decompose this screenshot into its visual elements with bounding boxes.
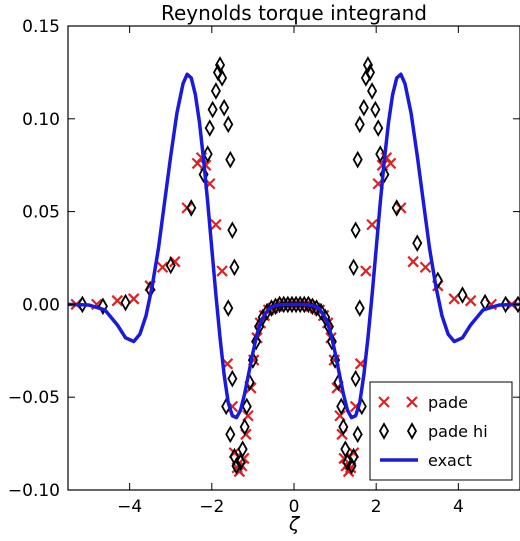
pade-hi-point xyxy=(354,115,365,134)
pade-hi-point xyxy=(370,100,381,119)
x-tick-label: −2 xyxy=(199,497,224,517)
pade-hi-point xyxy=(207,100,218,119)
pade-hi-point xyxy=(348,447,359,466)
pade-point xyxy=(360,265,372,277)
pade-point xyxy=(127,293,140,305)
pade-hi-point xyxy=(120,293,131,312)
pade-hi-point xyxy=(291,295,302,314)
pade-hi-point xyxy=(239,418,250,436)
x-tick-label: −4 xyxy=(117,497,142,517)
pade-hi-point xyxy=(362,56,374,74)
x-tick-label: 2 xyxy=(371,497,382,517)
pade-hi-point xyxy=(225,150,236,169)
pade-hi-point xyxy=(210,82,221,100)
pade-hi-point xyxy=(282,295,293,314)
legend-entry-exact: exact xyxy=(380,451,472,470)
pade-hi-point xyxy=(223,299,234,317)
pade-hi-point xyxy=(97,297,108,316)
pade-hi-point xyxy=(77,295,88,314)
pade-hi-point xyxy=(223,115,234,134)
pade-hi-point xyxy=(217,69,228,87)
pade-hi-point xyxy=(225,425,236,444)
x-tick-label: 4 xyxy=(453,497,464,517)
pade-point xyxy=(419,261,432,274)
pade-hi-point xyxy=(500,295,511,314)
pade-hi-point xyxy=(391,199,402,217)
legend-label: pade xyxy=(428,393,468,412)
pade-hi-point xyxy=(237,440,248,458)
pade-hi-point xyxy=(336,397,347,416)
series-pade-hi xyxy=(77,56,520,475)
legend-entry-pade-hi: pade hi xyxy=(378,422,488,441)
pade-point xyxy=(216,265,228,277)
pade-hi-point xyxy=(274,295,285,314)
pade-hi-point xyxy=(348,258,359,277)
pade-hi-point xyxy=(227,369,238,388)
y-tick-label: 0.15 xyxy=(22,17,60,37)
pade-hi-point xyxy=(251,332,262,351)
pade-point xyxy=(156,261,169,274)
pade-hi-point xyxy=(375,145,386,163)
pade-hi-point xyxy=(202,145,213,163)
legend-label: pade hi xyxy=(428,422,488,441)
x-tick-label: 0 xyxy=(289,497,300,517)
legend-entry-pade: pade xyxy=(378,393,468,412)
pade-hi-point xyxy=(299,295,310,314)
pade-hi-point xyxy=(350,221,361,239)
pade-hi-point xyxy=(229,258,240,277)
pade-point xyxy=(111,294,124,307)
pade-hi-point xyxy=(219,98,230,117)
pade-point xyxy=(407,255,419,268)
pade-hi-point xyxy=(338,418,349,436)
pade-point xyxy=(210,218,222,231)
pade-hi-point xyxy=(326,332,337,351)
pade-hi-point xyxy=(350,369,361,388)
pade-hi-point xyxy=(352,425,363,444)
pade-hi-point xyxy=(204,119,215,137)
series-line-exact xyxy=(68,72,520,420)
pade-hi-point xyxy=(286,295,297,314)
pade-hi-point xyxy=(231,457,242,475)
pade-hi-point xyxy=(340,440,351,458)
pade-hi-point xyxy=(186,199,197,217)
pade-hi-point xyxy=(373,119,384,137)
legend-swatch xyxy=(406,422,418,440)
pade-hi-point xyxy=(165,256,176,275)
legend-swatch xyxy=(378,396,390,408)
pade-hi-point xyxy=(235,453,246,471)
pade-point xyxy=(384,157,397,170)
x-axis-label: ζ xyxy=(288,513,301,535)
pade-hi-point xyxy=(412,234,423,252)
plot-area xyxy=(68,56,520,478)
pade-hi-point xyxy=(278,295,289,314)
legend-swatch xyxy=(378,422,390,440)
legend-label: exact xyxy=(428,451,472,470)
y-tick-label: 0.05 xyxy=(22,203,60,223)
pade-hi-point xyxy=(358,98,369,117)
pade-hi-point xyxy=(367,82,378,100)
pade-hi-point xyxy=(214,56,226,74)
pade-hi-point xyxy=(295,295,306,314)
y-tick-label: 0.00 xyxy=(22,295,60,315)
pade-hi-point xyxy=(364,63,376,82)
pade-point xyxy=(464,294,477,307)
pade-hi-point xyxy=(352,150,363,169)
pade-hi-point xyxy=(241,397,252,416)
legend-swatch xyxy=(406,396,418,408)
pade-hi-point xyxy=(457,286,468,304)
chart-title: Reynolds torque integrand xyxy=(161,1,427,25)
legend: pade pade hi exact xyxy=(369,381,513,481)
y-tick-label: −0.10 xyxy=(8,481,60,501)
y-tick-label: 0.10 xyxy=(22,110,60,130)
pade-hi-point xyxy=(227,221,238,239)
series-exact xyxy=(68,72,520,420)
pade-hi-point xyxy=(354,299,365,317)
axis-ticks: −4 −2 0 2 4 −0.10 −0.05 0.00 0.05 0.10 0.15 xyxy=(8,17,520,517)
y-tick-label: −0.05 xyxy=(8,388,60,408)
pade-hi-point xyxy=(512,295,520,314)
pade-point xyxy=(448,293,461,305)
pade-point xyxy=(366,218,378,231)
legend-box xyxy=(369,381,513,481)
